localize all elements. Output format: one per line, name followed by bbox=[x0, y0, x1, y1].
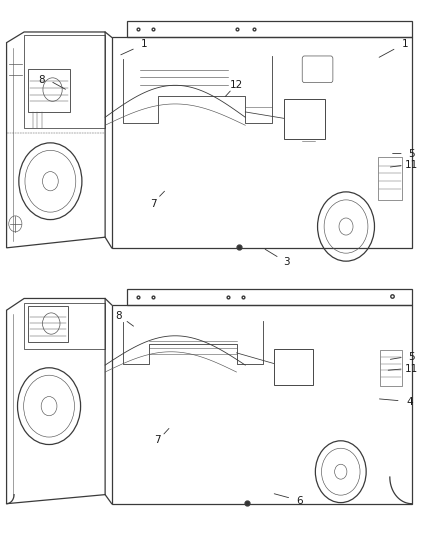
Text: 7: 7 bbox=[154, 435, 161, 445]
Text: 1: 1 bbox=[402, 39, 409, 49]
Text: 12: 12 bbox=[230, 80, 243, 90]
Text: 11: 11 bbox=[405, 160, 418, 170]
Text: 4: 4 bbox=[406, 398, 413, 407]
Text: 1: 1 bbox=[141, 39, 148, 49]
Text: 3: 3 bbox=[283, 257, 290, 267]
Text: 5: 5 bbox=[408, 352, 415, 362]
Text: 8: 8 bbox=[115, 311, 122, 320]
Text: 7: 7 bbox=[150, 199, 157, 208]
Text: 11: 11 bbox=[405, 364, 418, 374]
Text: 6: 6 bbox=[297, 496, 304, 506]
Text: 5: 5 bbox=[408, 149, 415, 158]
Text: 8: 8 bbox=[38, 75, 45, 85]
